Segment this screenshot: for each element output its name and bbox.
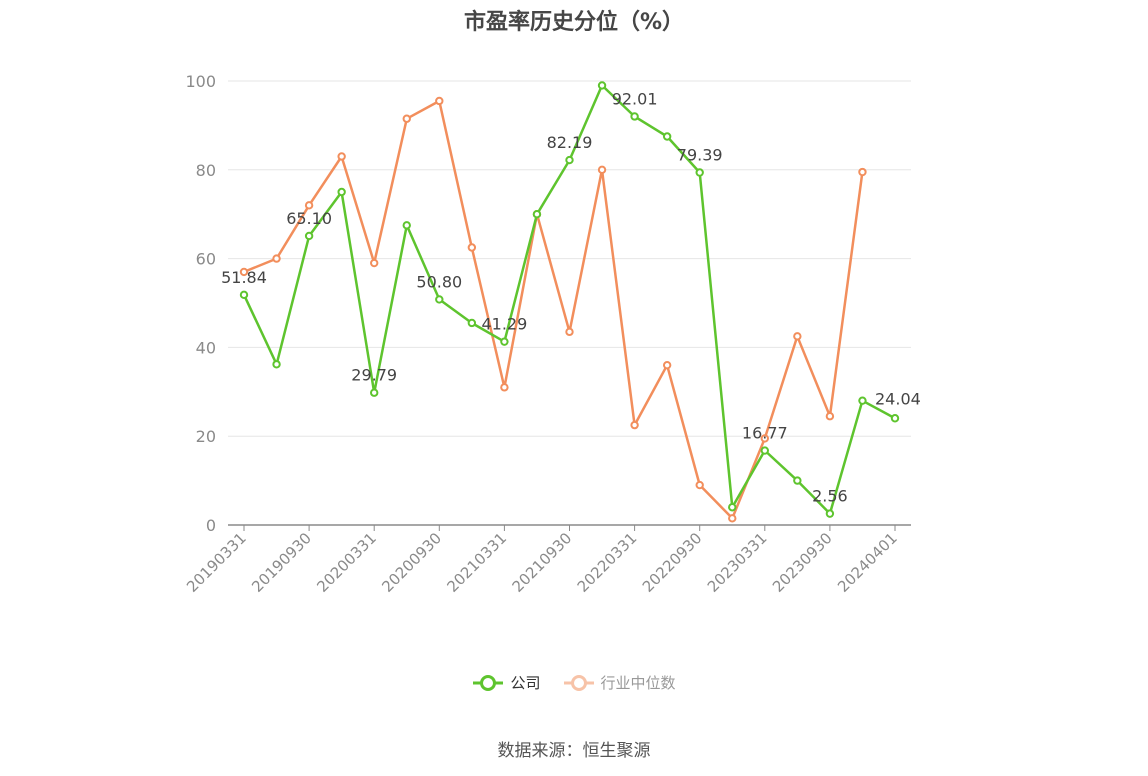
industry-point-20230331 [760, 434, 769, 443]
company-point-20190331 [239, 290, 249, 300]
x-tick-label-20210331: 20210331 [444, 529, 511, 596]
x-tick-label-20230930: 20230930 [769, 529, 836, 596]
industry-point-20211231 [597, 165, 607, 175]
x-tick-label-20200331: 20200331 [313, 529, 380, 596]
x-tick-label-20240401: 20240401 [834, 529, 901, 596]
x-tick-label-20230331: 20230331 [704, 529, 771, 596]
industry-point-20231231 [858, 167, 867, 177]
company-point-20220331 [630, 112, 639, 121]
legend-industry-label: 行业中位数 [600, 674, 676, 692]
company-point-20220930 [695, 168, 704, 177]
y-tick-label-60: 60 [196, 250, 216, 269]
x-tick-label-20190930: 20190930 [248, 529, 315, 596]
data-label-20230930: 2.56 [812, 487, 848, 506]
company-point-20200630 [402, 221, 411, 230]
industry-point-20200930 [435, 96, 444, 106]
industry-point-20190630 [272, 254, 281, 263]
line-chart: 0 20 40 60 80 100 2019033120190930202003312020… [183, 72, 921, 596]
y-tick-label-100: 100 [185, 72, 216, 91]
company-point-20211231 [597, 81, 607, 90]
company-point-20191231 [337, 187, 346, 197]
company-point-20190630 [272, 360, 281, 369]
industry-point-20190930 [304, 201, 314, 210]
data-label-20200331: 29.79 [351, 366, 397, 385]
grid-layer [228, 80, 911, 437]
industry-point-20191231 [337, 152, 346, 161]
data-label-20230331: 16.77 [742, 424, 788, 443]
data-label-20210331: 41.29 [481, 315, 527, 334]
legend-company-icon [473, 674, 504, 691]
industry-point-20200331 [370, 258, 379, 268]
company-point-20210930 [565, 155, 574, 165]
y-tick-label-0: 0 [206, 516, 216, 535]
industry-point-20230630 [793, 332, 802, 341]
legend-industry-icon [563, 674, 594, 691]
x-tick-label-20220930: 20220930 [639, 529, 706, 596]
company-point-20200331 [370, 388, 379, 397]
legend-item-industry[interactable]: 行业中位数 [563, 672, 676, 693]
company-point-20200930 [435, 295, 444, 304]
y-tick-label-20: 20 [196, 427, 216, 446]
series-layer [239, 81, 900, 523]
industry-point-20210331 [500, 383, 509, 392]
data-label-layer: 51.84 65.10 29.79 50.80 41.29 82.19 92.01 79.39… [221, 89, 921, 505]
company-point-20220630 [662, 132, 672, 141]
data-label-20220331: 92.01 [612, 89, 658, 108]
x-tick-label-20210930: 20210930 [509, 529, 576, 596]
industry-point-20220930 [695, 480, 704, 490]
data-label-20190930: 65.10 [286, 209, 332, 228]
y-tick-label-40: 40 [196, 338, 216, 357]
company-point-20210331 [500, 337, 509, 346]
data-source: 数据来源：恒生聚源 [497, 741, 651, 761]
industry-point-20200630 [402, 114, 411, 123]
company-point-20231231 [858, 396, 867, 405]
y-tick-label-80: 80 [196, 161, 216, 180]
data-label-20220930: 79.39 [677, 146, 723, 165]
legend: 公司 行业中位数 [0, 672, 1148, 693]
industry-point-20190331 [239, 267, 249, 277]
industry-point-20201231 [467, 243, 477, 252]
company-point-20230930 [825, 509, 835, 518]
chart-title: 市盈率历史分位（%） [463, 10, 685, 35]
data-label-20210930: 82.19 [547, 133, 593, 152]
company-point-20230630 [793, 476, 802, 485]
industry-point-20220630 [662, 360, 672, 370]
industry-point-20210930 [565, 327, 574, 337]
data-label-20240401: 24.04 [875, 389, 921, 408]
company-point-20201231 [467, 318, 477, 328]
series-line-industry [243, 99, 864, 520]
company-point-20190930 [304, 231, 314, 241]
legend-item-company[interactable]: 公司 [472, 672, 541, 693]
data-label-20200930: 50.80 [416, 272, 462, 291]
industry-point-20230930 [825, 412, 835, 421]
x-tick-label-20200930: 20200930 [378, 529, 445, 596]
company-point-20221231 [728, 503, 737, 512]
industry-point-20221231 [728, 514, 737, 523]
legend-company-label: 公司 [510, 674, 541, 692]
company-point-20210630 [532, 210, 542, 219]
x-tick-label-20220331: 20220331 [574, 529, 641, 596]
data-label-20190331: 51.84 [221, 268, 267, 287]
company-point-20230331 [760, 446, 769, 455]
x-tick-label-20190331: 20190331 [183, 529, 250, 596]
company-point-20240401 [890, 414, 900, 423]
industry-point-20220331 [630, 420, 639, 430]
